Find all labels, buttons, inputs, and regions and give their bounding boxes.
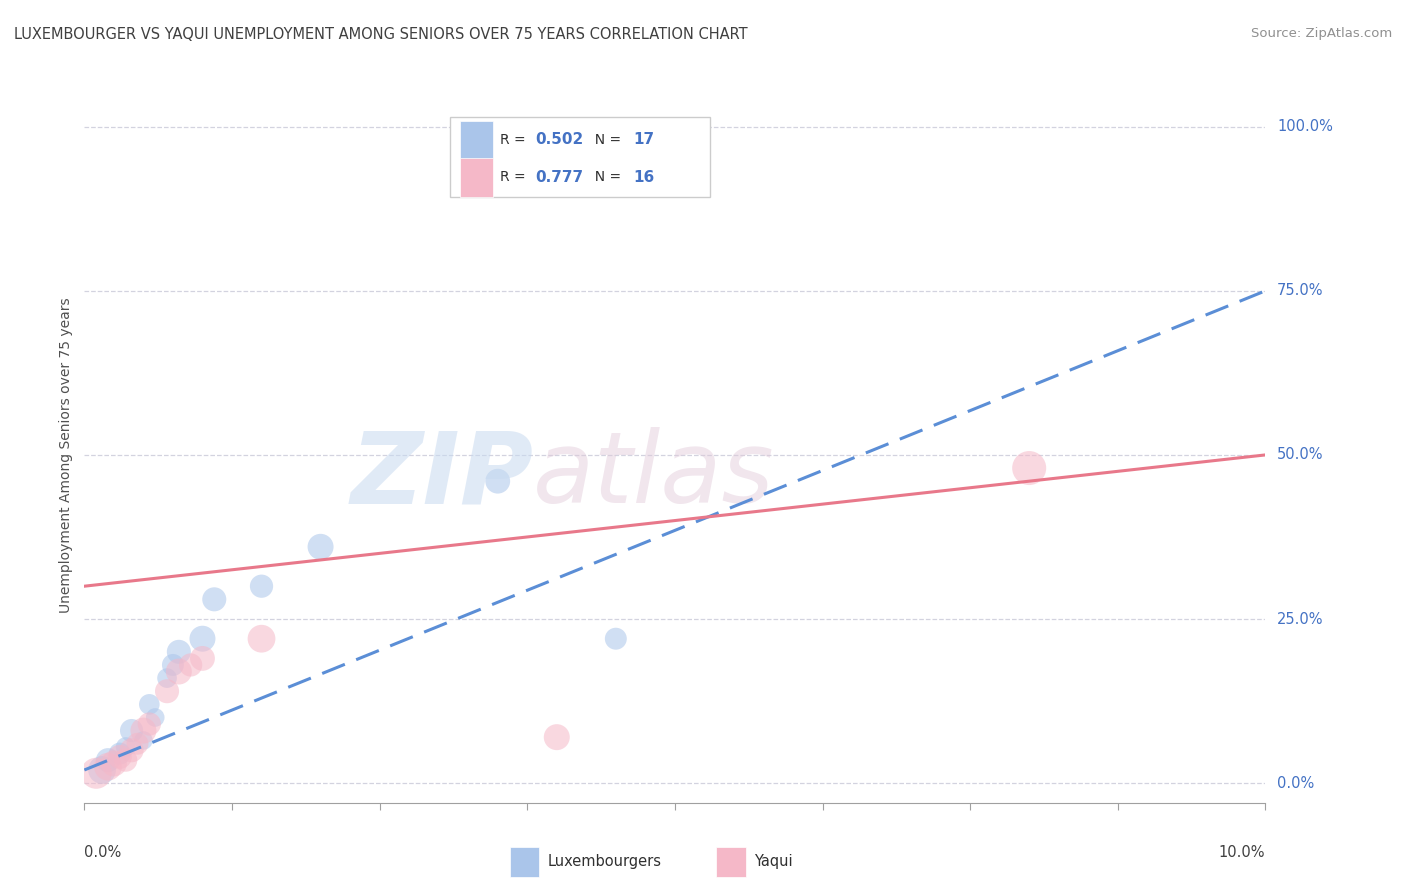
Point [91,763,114,777]
Text: 25.0%: 25.0% [1277,612,1323,626]
Text: R =: R = [501,170,530,185]
Point [132,723,155,738]
Point [132,733,155,747]
Point [202,592,225,607]
Bar [460,159,494,196]
Point [162,657,184,672]
Point [114,753,136,767]
Y-axis label: Unemployment Among Seniors over 75 years: Unemployment Among Seniors over 75 years [59,297,73,613]
Bar [460,120,494,159]
Text: Luxembourgers: Luxembourgers [547,855,661,870]
Point [138,717,160,731]
Point [84,766,107,780]
Point [121,743,143,757]
Point [127,737,149,751]
Point [191,632,214,646]
Text: 75.0%: 75.0% [1277,284,1323,298]
Text: 16: 16 [634,170,655,185]
Point [138,698,160,712]
Text: Yaqui: Yaqui [754,855,793,870]
Bar [509,847,538,877]
Point [250,579,273,593]
Text: 0.0%: 0.0% [84,845,121,860]
Point [167,665,190,679]
Point [143,710,166,724]
Point [108,747,131,761]
Point [103,756,125,771]
Point [121,723,143,738]
Point [546,730,568,744]
Text: Source: ZipAtlas.com: Source: ZipAtlas.com [1251,27,1392,40]
Point [114,739,136,754]
Point [605,632,627,646]
Point [156,684,179,698]
Point [250,632,273,646]
Text: R =: R = [501,133,530,147]
Text: 0.777: 0.777 [536,170,583,185]
Point [156,671,179,685]
Point [180,657,202,672]
Point [108,749,131,764]
Point [167,645,190,659]
Text: 100.0%: 100.0% [1277,120,1333,134]
Text: N =: N = [586,170,626,185]
Text: N =: N = [586,133,626,147]
Text: 0.502: 0.502 [536,132,583,147]
Text: 17: 17 [634,132,655,147]
Text: ZIP: ZIP [350,427,533,524]
Point [97,753,120,767]
Bar [716,847,745,877]
Point [1018,461,1040,475]
Point [97,760,120,774]
Point [309,540,332,554]
FancyBboxPatch shape [450,118,710,197]
Text: 50.0%: 50.0% [1277,448,1323,462]
Point [486,474,509,488]
Text: LUXEMBOURGER VS YAQUI UNEMPLOYMENT AMONG SENIORS OVER 75 YEARS CORRELATION CHART: LUXEMBOURGER VS YAQUI UNEMPLOYMENT AMONG… [14,27,748,42]
Point [191,651,214,665]
Text: 0.0%: 0.0% [1277,776,1315,790]
Text: 10.0%: 10.0% [1219,845,1265,860]
Text: atlas: atlas [533,427,775,524]
